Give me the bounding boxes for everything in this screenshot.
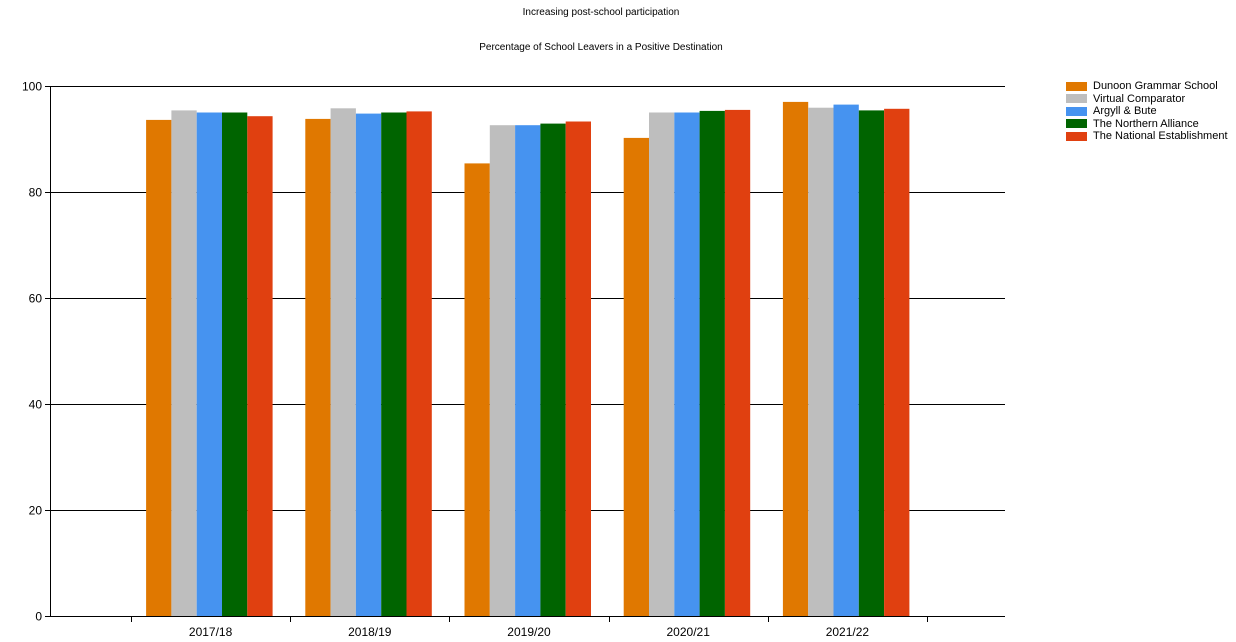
y-tick-label: 100 [22,80,42,94]
legend-swatch [1066,131,1087,141]
legend-label: Virtual Comparator [1093,92,1186,105]
bar-dunoon-grammar-school-2020-21 [623,137,649,616]
bar-virtual-comparator-2019-20 [489,125,516,616]
legend-item: Dunoon Grammar School [1066,80,1228,93]
bar-virtual-comparator-2017-18 [171,110,197,617]
bar-dunoon-grammar-school-2019-20 [464,163,490,616]
legend-swatch [1066,94,1087,104]
bar-virtual-comparator-2018-19 [330,108,356,617]
y-tick-label: 60 [29,292,43,306]
chart-title: Increasing post-school participation [522,7,680,18]
legend-swatch [1066,106,1087,116]
y-tick-label: 40 [29,398,43,412]
bar-the-northern-alliance-2021-22 [858,110,885,617]
legend-item: The Northern Alliance [1066,118,1228,131]
bar-argyll-bute-2017-18 [196,112,222,616]
y-tick-label: 80 [29,186,43,200]
bar-the-northern-alliance-2018-19 [381,112,407,616]
legend-label: The National Establishment [1093,130,1228,142]
x-tick-label: 2017/18 [189,625,233,639]
y-tick-label: 20 [29,504,43,518]
bar-dunoon-grammar-school-2018-19 [305,118,331,617]
bar-virtual-comparator-2020-21 [649,112,675,616]
bar-the-northern-alliance-2017-18 [222,112,248,616]
axes [45,86,928,622]
bar-the-national-establishment-2021-22 [884,108,910,617]
legend-label: The Northern Alliance [1093,117,1199,130]
bar-virtual-comparator-2021-22 [808,107,834,616]
x-tick-label: 2019/20 [507,625,551,639]
y-tick-label: 0 [35,610,42,624]
bar-the-national-establishment-2018-19 [406,111,432,617]
chart-subtitle: Percentage of School Leavers in a Positi… [479,42,723,53]
legend-item: Virtual Comparator [1066,93,1228,106]
bar-the-national-establishment-2017-18 [247,116,273,616]
bar-argyll-bute-2018-19 [355,113,382,616]
tick-labels: 0 20 40 60 80 100 2017/18 2018/19 2019/20 2020/21… [22,80,869,640]
bar-argyll-bute-2020-21 [674,112,700,616]
bar-the-national-establishment-2019-20 [565,121,591,616]
x-tick-label: 2018/19 [348,625,392,639]
bar-argyll-bute-2019-20 [515,125,541,616]
x-tick-label: 2020/21 [667,625,711,639]
legend-label: Dunoon Grammar School [1093,80,1218,92]
x-tick-label: 2021/22 [826,625,870,639]
legend-item: The National Establishment [1066,130,1228,143]
bars [146,101,910,617]
bar-the-national-establishment-2020-21 [724,109,751,617]
legend-item: Argyll & Bute [1066,105,1228,118]
legend-swatch [1066,81,1087,91]
legend-swatch [1066,119,1087,129]
bar-the-northern-alliance-2019-20 [540,123,566,616]
bar-dunoon-grammar-school-2017-18 [146,119,172,617]
bar-argyll-bute-2021-22 [833,104,859,616]
bar-the-northern-alliance-2020-21 [699,110,725,617]
legend-label: Argyll & Bute [1093,105,1157,117]
legend: Dunoon Grammar School Virtual Comparator A… [1066,80,1228,143]
bar-dunoon-grammar-school-2021-22 [782,101,809,616]
